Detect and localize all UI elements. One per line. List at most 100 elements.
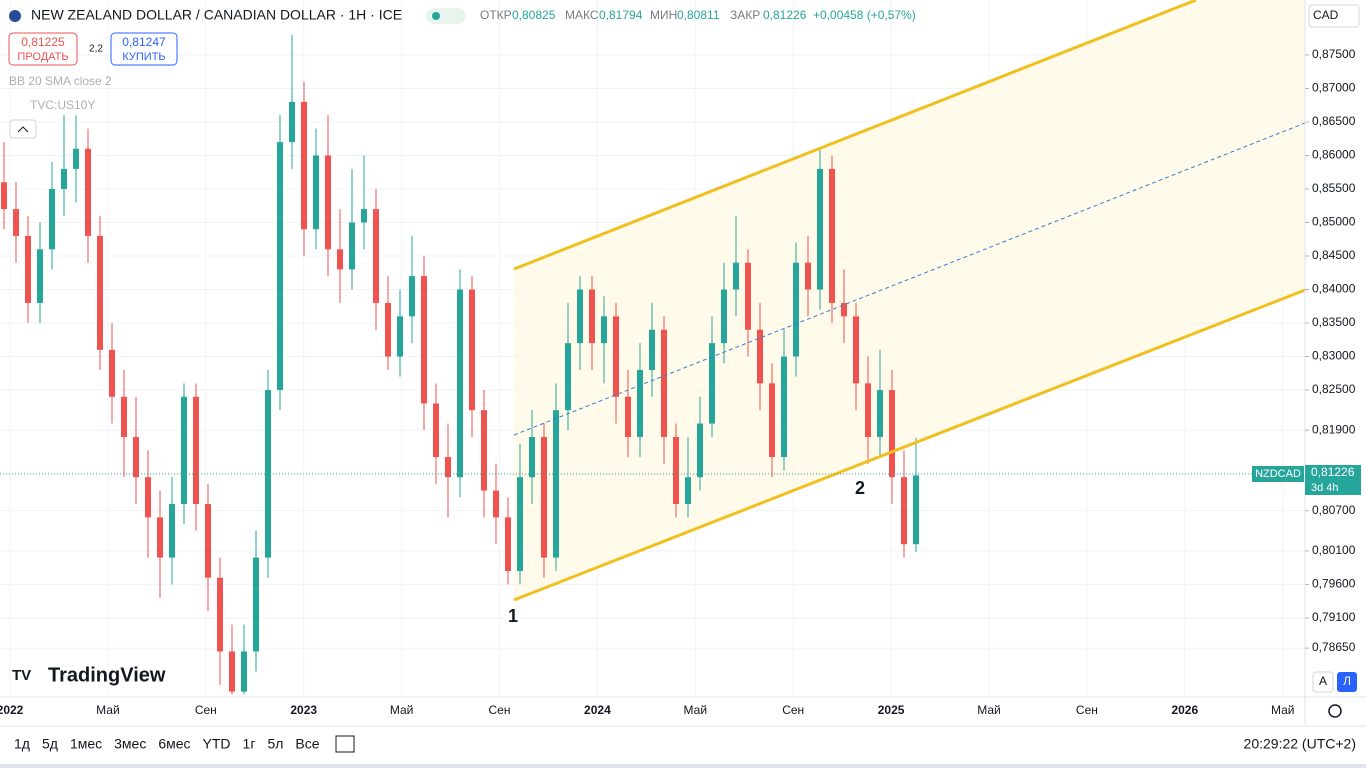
channel-median	[513, 122, 1306, 436]
channel-upper	[513, 0, 1197, 271]
x-tick-label: Май	[96, 703, 120, 717]
buy-label[interactable]: КУПИТЬ	[122, 51, 165, 63]
candle-body	[877, 390, 883, 437]
ohlc-value: 0,80825	[512, 8, 556, 22]
auto-scale[interactable]: A	[1319, 674, 1327, 688]
auto-scale-button[interactable]	[1312, 671, 1334, 693]
candle-body	[853, 316, 859, 384]
buy-button[interactable]	[110, 32, 178, 66]
y-tick-label: 0,85500	[1312, 181, 1356, 195]
ohlc-value: 0,81226	[763, 8, 807, 22]
x-tick-label: Сен	[1076, 703, 1098, 717]
candle-body	[721, 289, 727, 344]
ohlc-label: МАКС	[565, 8, 599, 22]
candle-body	[25, 235, 31, 303]
y-tick-label: 0,82500	[1312, 382, 1356, 396]
x-tick-label: Сен	[489, 703, 511, 717]
timeframe-button[interactable]: 6мес	[158, 736, 190, 752]
y-tick-label: 0,84500	[1312, 248, 1356, 262]
x-tick-label: 2026	[1171, 703, 1198, 717]
price-tag	[1305, 465, 1361, 495]
candle-body	[493, 490, 499, 518]
y-tick-label: 0,86500	[1312, 114, 1356, 128]
x-tick-label: 2022	[0, 703, 24, 717]
x-tick-label: Сен	[782, 703, 804, 717]
y-tick-label: 0,80100	[1312, 543, 1356, 557]
timeframe-button[interactable]: Все	[295, 736, 319, 752]
y-tick-label: 0,83500	[1312, 315, 1356, 329]
candle-body	[529, 436, 535, 478]
timeframe-button[interactable]: 5л	[267, 736, 283, 752]
candle-body	[73, 148, 79, 169]
candle-body	[289, 101, 295, 143]
spread: 2,2	[89, 44, 103, 55]
candle-body	[781, 356, 787, 458]
x-tick-label: 2024	[584, 703, 611, 717]
candle-body	[457, 289, 463, 478]
timeframe-button[interactable]: 1мес	[70, 736, 102, 752]
candle-body	[565, 343, 571, 411]
timeframe-button[interactable]: 5д	[42, 736, 58, 752]
channel-lower	[513, 288, 1306, 602]
candle-body	[601, 316, 607, 344]
indicator[interactable]: BB 20 SMA close 2	[9, 74, 112, 88]
candle-body	[469, 289, 475, 411]
y-tick-label: 0,79600	[1312, 577, 1356, 591]
candle-body	[397, 316, 403, 357]
x-tick-label: Май	[977, 703, 1001, 717]
log-scale-button[interactable]	[1337, 672, 1357, 692]
candle-body	[649, 329, 655, 370]
ticker: NZDCAD	[1255, 468, 1301, 480]
candle-body	[121, 396, 127, 437]
collapse-button[interactable]	[9, 119, 37, 139]
sell-price[interactable]: 0,81225	[21, 35, 65, 49]
date-range-icon[interactable]	[335, 735, 355, 753]
settings-icon[interactable]	[1328, 704, 1342, 718]
candle-body	[889, 390, 895, 478]
channel-fill	[514, 0, 1305, 600]
candle-body	[769, 383, 775, 458]
candle-body	[49, 188, 55, 250]
candle-body	[673, 436, 679, 504]
timeframe-button[interactable]: YTD	[203, 736, 231, 752]
candle-body	[253, 557, 259, 652]
candle-body	[505, 517, 511, 572]
currency[interactable]: CAD	[1313, 8, 1339, 22]
buy-price[interactable]: 0,81247	[122, 35, 166, 49]
ohlc-value: 0,81794	[599, 8, 643, 22]
footer-strip	[0, 764, 1366, 768]
candle-body	[733, 262, 739, 290]
candle-body	[97, 235, 103, 350]
timeframe-button[interactable]: 3мес	[114, 736, 146, 752]
candle-body	[145, 477, 151, 518]
candle-body	[637, 369, 643, 437]
candle-body	[337, 249, 343, 270]
candle-body	[169, 503, 175, 558]
timeframe-button[interactable]: 1г	[243, 736, 256, 752]
candle-body	[757, 329, 763, 384]
candle-body	[13, 209, 19, 236]
candle-body	[181, 396, 187, 504]
candle-body	[1, 182, 7, 210]
candle-body	[445, 457, 451, 478]
candle-body	[37, 249, 43, 303]
candle-body	[325, 155, 331, 250]
candle-body	[913, 475, 919, 545]
candle-body	[829, 168, 835, 303]
indicator[interactable]: TVC:US10Y	[30, 98, 95, 112]
candle-body	[841, 302, 847, 317]
sell-button[interactable]	[8, 32, 78, 66]
candle-body	[229, 651, 235, 692]
candle-body	[193, 396, 199, 504]
ticker-tag	[1252, 466, 1304, 482]
log-scale[interactable]: Л	[1343, 674, 1351, 688]
chevron	[17, 126, 29, 133]
candle-body	[901, 477, 907, 545]
status-dot	[432, 12, 440, 20]
currency-select[interactable]	[1308, 4, 1360, 28]
y-tick-label: 0,87000	[1312, 81, 1356, 95]
sell-label[interactable]: ПРОДАТЬ	[17, 51, 68, 63]
candle-body	[313, 155, 319, 230]
timeframe-button[interactable]: 1д	[14, 736, 30, 752]
candle-body	[277, 142, 283, 391]
